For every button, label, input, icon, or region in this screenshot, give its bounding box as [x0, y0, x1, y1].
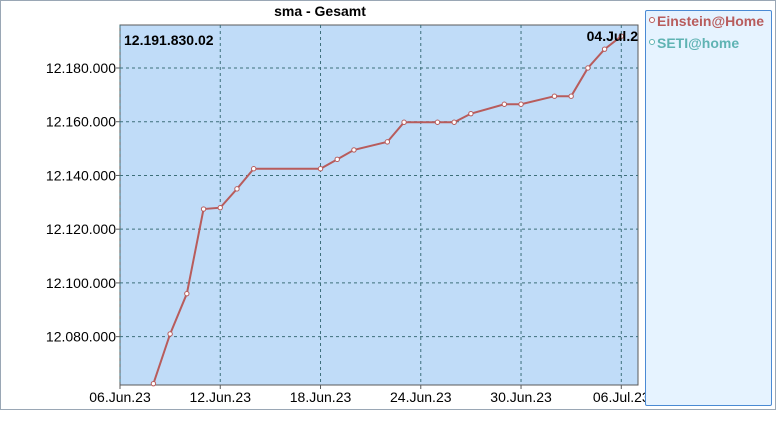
chart-plot: 12.080.000 12.100.000 12.120.000 12.140.000…: [46, 24, 645, 405]
data-point: [184, 290, 190, 297]
legend-marker-icon: [649, 39, 655, 46]
plot-area: [119, 24, 639, 386]
legend-item-seti[interactable]: SETI@home: [649, 35, 739, 51]
y-tick-label: 12.180.000: [46, 60, 116, 76]
x-tick-label: 30.Jun.23: [490, 389, 552, 405]
legend-item-einstein[interactable]: Einstein@Home: [649, 13, 764, 29]
data-point: [451, 119, 457, 125]
x-tick-label: 12.Jun.23: [190, 389, 252, 405]
data-point: [351, 147, 357, 153]
legend-marker-icon: [649, 17, 655, 24]
x-tick-label: 18.Jun.23: [290, 389, 352, 405]
data-point: [518, 101, 524, 107]
data-point: [150, 380, 157, 387]
data-point: [434, 119, 441, 125]
data-point: [384, 139, 391, 145]
data-point: [217, 204, 223, 211]
y-tick-label: 12.080.000: [46, 329, 116, 345]
data-point: [401, 119, 407, 125]
data-point: [317, 166, 324, 172]
data-point: [468, 110, 474, 117]
current-value-annotation: 12.191.830.02: [124, 32, 214, 48]
chart-title: sma - Gesamt: [274, 3, 366, 19]
data-point: [250, 166, 257, 172]
legend-label-seti: SETI@home: [657, 35, 740, 51]
data-point: [585, 65, 591, 71]
data-point: [551, 93, 558, 99]
current-date-annotation: 04.Jul.2: [587, 28, 639, 44]
data-point: [601, 46, 608, 52]
y-tick-label: 12.160.000: [46, 114, 116, 130]
legend: Einstein@Home SETI@home: [645, 10, 772, 406]
data-point: [618, 33, 624, 39]
y-tick-label: 12.100.000: [46, 275, 116, 291]
data-point: [568, 93, 574, 99]
x-tick-label: 06.Jul.23: [593, 389, 645, 405]
data-point: [501, 101, 508, 107]
x-tick-label: 06.Jun.23: [89, 389, 151, 405]
series-line-0: [152, 35, 622, 384]
y-tick-label: 12.140.000: [46, 167, 116, 183]
legend-label-einstein: Einstein@Home: [657, 13, 765, 29]
x-tick-label: 24.Jun.23: [390, 389, 452, 405]
y-tick-label: 12.120.000: [46, 221, 116, 237]
data-point: [200, 206, 207, 212]
data-point: [334, 156, 340, 163]
data-point: [234, 186, 240, 192]
data-point: [167, 331, 173, 337]
